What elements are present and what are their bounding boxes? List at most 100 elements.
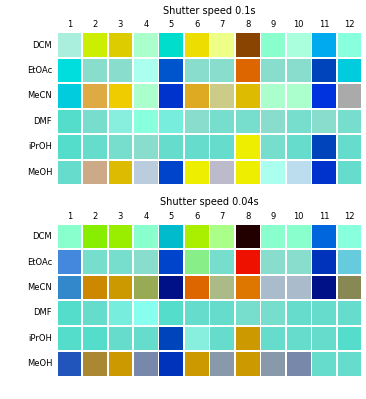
Bar [236, 33, 259, 57]
Bar [312, 59, 336, 82]
Bar [287, 33, 310, 57]
Bar [236, 276, 259, 299]
Bar [83, 84, 107, 108]
Bar [261, 250, 285, 274]
Bar [57, 250, 81, 274]
Bar [134, 301, 158, 325]
Bar [185, 301, 209, 325]
Bar [109, 276, 132, 299]
Bar [236, 301, 259, 325]
Bar [287, 59, 310, 82]
Bar [312, 160, 336, 184]
Text: EtOAc: EtOAc [27, 257, 52, 267]
Bar [287, 250, 310, 274]
Bar [109, 135, 132, 159]
Text: Shutter speed 0.1s: Shutter speed 0.1s [163, 6, 256, 16]
Bar [185, 135, 209, 159]
Bar [83, 160, 107, 184]
Bar [338, 250, 362, 274]
Bar [160, 110, 183, 133]
Bar [160, 160, 183, 184]
Bar [185, 250, 209, 274]
Text: EtOAc: EtOAc [27, 66, 52, 75]
Bar [287, 110, 310, 133]
Bar [338, 276, 362, 299]
Bar [134, 327, 158, 350]
Bar [312, 135, 336, 159]
Bar [338, 33, 362, 57]
Bar [57, 276, 81, 299]
Bar [312, 250, 336, 274]
Bar [261, 84, 285, 108]
Bar [210, 352, 234, 376]
Bar [83, 352, 107, 376]
Text: 2: 2 [92, 20, 98, 29]
Bar [261, 327, 285, 350]
Bar [109, 160, 132, 184]
Bar [185, 84, 209, 108]
Bar [210, 327, 234, 350]
Text: DCM: DCM [33, 232, 52, 241]
Text: 9: 9 [270, 20, 276, 29]
Bar [338, 110, 362, 133]
Bar [57, 33, 81, 57]
Text: 4: 4 [143, 212, 149, 221]
Bar [210, 33, 234, 57]
Text: 11: 11 [319, 212, 329, 221]
Bar [261, 352, 285, 376]
Bar [210, 59, 234, 82]
Text: 5: 5 [169, 212, 174, 221]
Bar [109, 250, 132, 274]
Bar [134, 84, 158, 108]
Text: 6: 6 [194, 212, 199, 221]
Bar [134, 160, 158, 184]
Bar [236, 135, 259, 159]
Text: 10: 10 [294, 212, 304, 221]
Text: 12: 12 [344, 212, 355, 221]
Bar [185, 327, 209, 350]
Bar [160, 84, 183, 108]
Bar [57, 110, 81, 133]
Bar [261, 160, 285, 184]
Bar [83, 327, 107, 350]
Bar [83, 33, 107, 57]
Bar [57, 59, 81, 82]
Text: 9: 9 [270, 212, 276, 221]
Text: 3: 3 [118, 20, 123, 29]
Text: 4: 4 [143, 20, 149, 29]
Bar [83, 135, 107, 159]
Bar [236, 327, 259, 350]
Bar [287, 160, 310, 184]
Bar [57, 225, 81, 249]
Bar [312, 84, 336, 108]
Bar [210, 160, 234, 184]
Bar [210, 84, 234, 108]
Bar [160, 225, 183, 249]
Bar [57, 352, 81, 376]
Bar [185, 160, 209, 184]
Bar [236, 59, 259, 82]
Text: MeOH: MeOH [27, 168, 52, 177]
Text: 10: 10 [294, 20, 304, 29]
Bar [134, 33, 158, 57]
Bar [287, 327, 310, 350]
Bar [338, 160, 362, 184]
Bar [109, 33, 132, 57]
Bar [57, 84, 81, 108]
Text: 7: 7 [220, 212, 225, 221]
Bar [109, 301, 132, 325]
Bar [338, 84, 362, 108]
Bar [236, 110, 259, 133]
Bar [160, 33, 183, 57]
Bar [261, 59, 285, 82]
Text: 6: 6 [194, 20, 199, 29]
Bar [134, 250, 158, 274]
Text: DCM: DCM [33, 41, 52, 49]
Bar [134, 59, 158, 82]
Text: 2: 2 [92, 212, 98, 221]
Bar [312, 33, 336, 57]
Bar [261, 33, 285, 57]
Bar [109, 327, 132, 350]
Bar [185, 352, 209, 376]
Bar [160, 135, 183, 159]
